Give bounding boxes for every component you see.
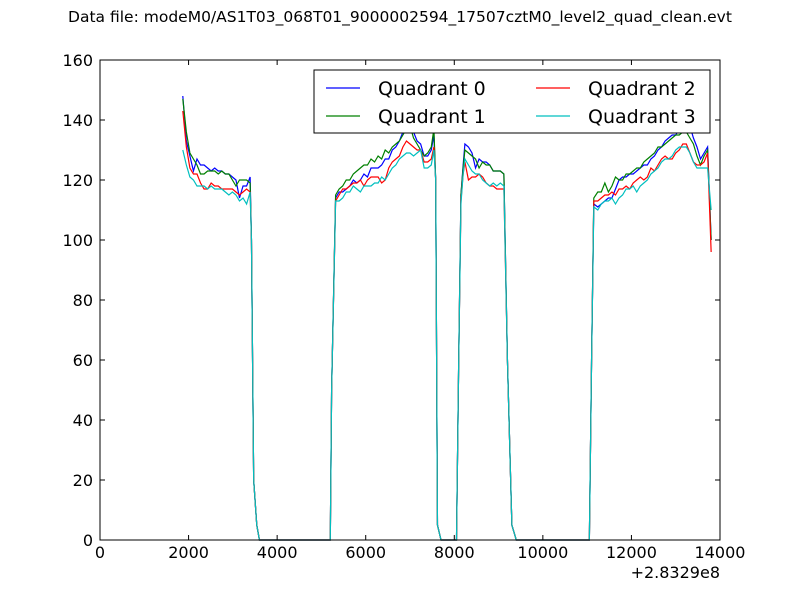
y-tick-label: 120 <box>62 171 93 190</box>
series-line-quadrant-2 <box>182 110 712 541</box>
x-offset-label: +2.8329e8 <box>631 563 720 582</box>
legend-box <box>313 69 711 134</box>
plot-area <box>182 95 712 541</box>
y-tick-label: 160 <box>62 51 93 70</box>
y-tick-label: 40 <box>73 411 93 430</box>
x-tick-label: 12000 <box>606 543 657 562</box>
x-tick-label: 8000 <box>434 543 475 562</box>
series-line-quadrant-3 <box>182 146 712 541</box>
legend-label-quadrant-1: Quadrant 1 <box>378 106 486 128</box>
y-tick-label: 100 <box>62 231 93 250</box>
x-tick-label: 14000 <box>695 543 746 562</box>
x-tick-label: 6000 <box>345 543 386 562</box>
x-tick-label: 4000 <box>257 543 298 562</box>
x-tick-label: 0 <box>95 543 105 562</box>
axis-ticks: 0 2000 4000 6000 8000 10000 12000 14000 0 20 40 60 8… <box>62 51 745 562</box>
y-tick-label: 140 <box>62 111 93 130</box>
y-tick-label: 60 <box>73 351 93 370</box>
series-line-quadrant-1 <box>182 98 712 541</box>
x-tick-label: 10000 <box>517 543 568 562</box>
chart-title: Data file: modeM0/AS1T03_068T01_90000025… <box>68 8 732 26</box>
legend: Quadrant 0 Quadrant 1 Quadrant 2 Quadrant 3 <box>313 69 711 134</box>
y-tick-label: 20 <box>73 471 93 490</box>
legend-label-quadrant-3: Quadrant 3 <box>588 106 696 128</box>
y-tick-label: 0 <box>83 531 93 550</box>
x-tick-label: 2000 <box>168 543 209 562</box>
legend-label-quadrant-2: Quadrant 2 <box>588 78 696 100</box>
legend-label-quadrant-0: Quadrant 0 <box>378 78 486 100</box>
series-line-quadrant-0 <box>182 95 712 541</box>
y-tick-label: 80 <box>73 291 93 310</box>
